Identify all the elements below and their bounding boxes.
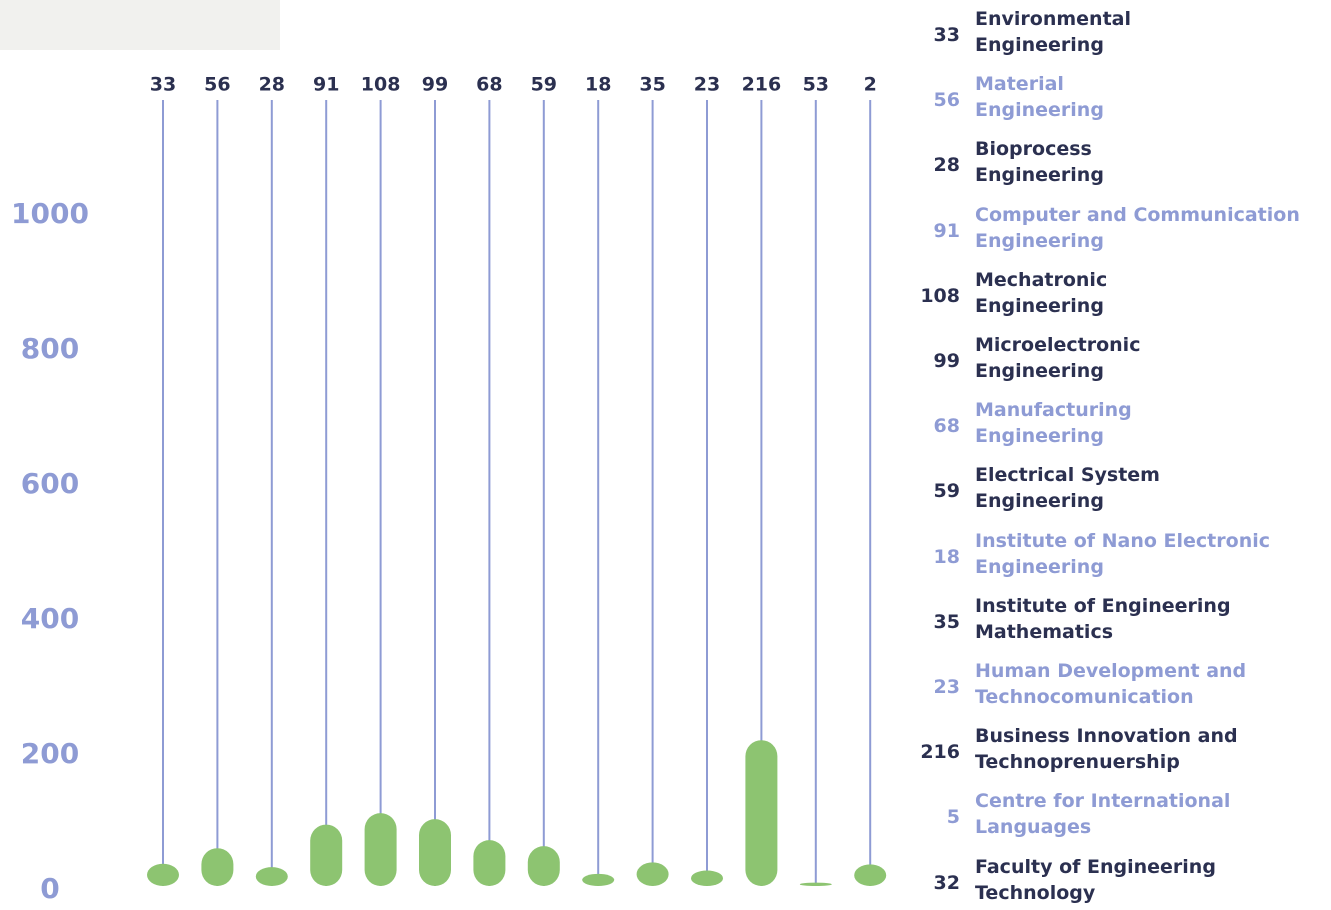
chart: 0 200 400 600 800 1000 33 56 28 91 108 99 68 59 18 35 23… xyxy=(0,0,900,907)
y-tick-label: 200 xyxy=(21,737,79,770)
legend-value: 59 xyxy=(934,480,960,502)
legend-value: 216 xyxy=(920,741,960,763)
legend-name: Electrical System Engineering xyxy=(975,462,1160,514)
bar xyxy=(528,846,560,886)
legend-name: Business Innovation and Technoprenuershi… xyxy=(975,723,1238,775)
bar xyxy=(147,864,179,886)
legend-row: 59 Electrical System Engineering xyxy=(905,462,1325,518)
legend-row: 5 Centre for International Languages xyxy=(905,788,1325,844)
bar xyxy=(419,819,451,886)
bar xyxy=(473,840,505,886)
y-tick-label: 400 xyxy=(21,602,79,635)
legend-row: 108 Mechatronic Engineering xyxy=(905,267,1325,323)
column-label: 99 xyxy=(422,74,448,96)
y-tick-label: 1000 xyxy=(11,197,89,230)
column-label: 35 xyxy=(639,74,665,96)
legend-name: Institute of Nano Electronic Engineering xyxy=(975,528,1270,580)
column-label: 68 xyxy=(476,74,502,96)
y-tick-label: 800 xyxy=(21,332,79,365)
legend-value: 99 xyxy=(934,350,960,372)
legend-value: 23 xyxy=(934,676,960,698)
legend-value: 32 xyxy=(934,872,960,894)
bar xyxy=(637,862,669,886)
legend-name: Human Development and Technocomunication xyxy=(975,658,1246,710)
legend-name: Microelectronic Engineering xyxy=(975,332,1140,384)
legend-value: 33 xyxy=(934,24,960,46)
infographic: 0200400600800100033562891108996859183523… xyxy=(0,0,1331,907)
bar xyxy=(582,874,614,886)
legend-name: Mechatronic Engineering xyxy=(975,267,1107,319)
legend-row: 32 Faculty of Engineering Technology xyxy=(905,854,1325,910)
column-label: 18 xyxy=(585,74,611,96)
legend-row: 91 Computer and Communication Engineering xyxy=(905,202,1325,258)
bar xyxy=(256,867,288,886)
column-label: 53 xyxy=(803,74,829,96)
legend-name: Material Engineering xyxy=(975,71,1104,123)
column-label: 59 xyxy=(531,74,557,96)
bar xyxy=(854,864,886,886)
bar xyxy=(800,883,832,886)
legend-value: 108 xyxy=(920,285,960,307)
legend-row: 35 Institute of Engineering Mathematics xyxy=(905,593,1325,649)
legend-name: Faculty of Engineering Technology xyxy=(975,854,1216,906)
column-label: 91 xyxy=(313,74,339,96)
y-tick-label: 0 xyxy=(40,872,59,905)
decor-image xyxy=(0,0,280,50)
bar xyxy=(745,740,777,886)
bar xyxy=(365,813,397,886)
legend-row: 33 Environmental Engineering xyxy=(905,6,1325,62)
bar xyxy=(201,848,233,886)
legend-row: 28 Bioprocess Engineering xyxy=(905,136,1325,192)
column-label: 56 xyxy=(204,74,230,96)
column-label: 28 xyxy=(259,74,285,96)
bar xyxy=(310,825,342,886)
legend-row: 68 Manufacturing Engineering xyxy=(905,397,1325,453)
legend-value: 56 xyxy=(934,89,960,111)
legend-row: 56 Material Engineering xyxy=(905,71,1325,127)
legend-name: Environmental Engineering xyxy=(975,6,1131,58)
legend-value: 18 xyxy=(934,546,960,568)
legend-name: Institute of Engineering Mathematics xyxy=(975,593,1231,645)
column-label: 216 xyxy=(742,74,782,96)
legend-row: 18 Institute of Nano Electronic Engineeri… xyxy=(905,528,1325,584)
legend-name: Manufacturing Engineering xyxy=(975,397,1132,449)
column-label: 2 xyxy=(864,74,877,96)
legend-row: 99 Microelectronic Engineering xyxy=(905,332,1325,388)
legend-value: 91 xyxy=(934,220,960,242)
legend-name: Centre for International Languages xyxy=(975,788,1230,840)
legend-name: Bioprocess Engineering xyxy=(975,136,1104,188)
column-label: 33 xyxy=(150,74,176,96)
legend-value: 68 xyxy=(934,415,960,437)
column-label: 108 xyxy=(361,74,401,96)
legend-row: 216 Business Innovation and Technoprenuer… xyxy=(905,723,1325,779)
column-label: 23 xyxy=(694,74,720,96)
legend-value: 35 xyxy=(934,611,960,633)
legend-name: Computer and Communication Engineering xyxy=(975,202,1300,254)
legend-row: 23 Human Development and Technocomunicati… xyxy=(905,658,1325,714)
legend-value: 28 xyxy=(934,154,960,176)
legend-value: 5 xyxy=(947,806,960,828)
y-tick-label: 600 xyxy=(21,467,79,500)
bar xyxy=(691,870,723,886)
